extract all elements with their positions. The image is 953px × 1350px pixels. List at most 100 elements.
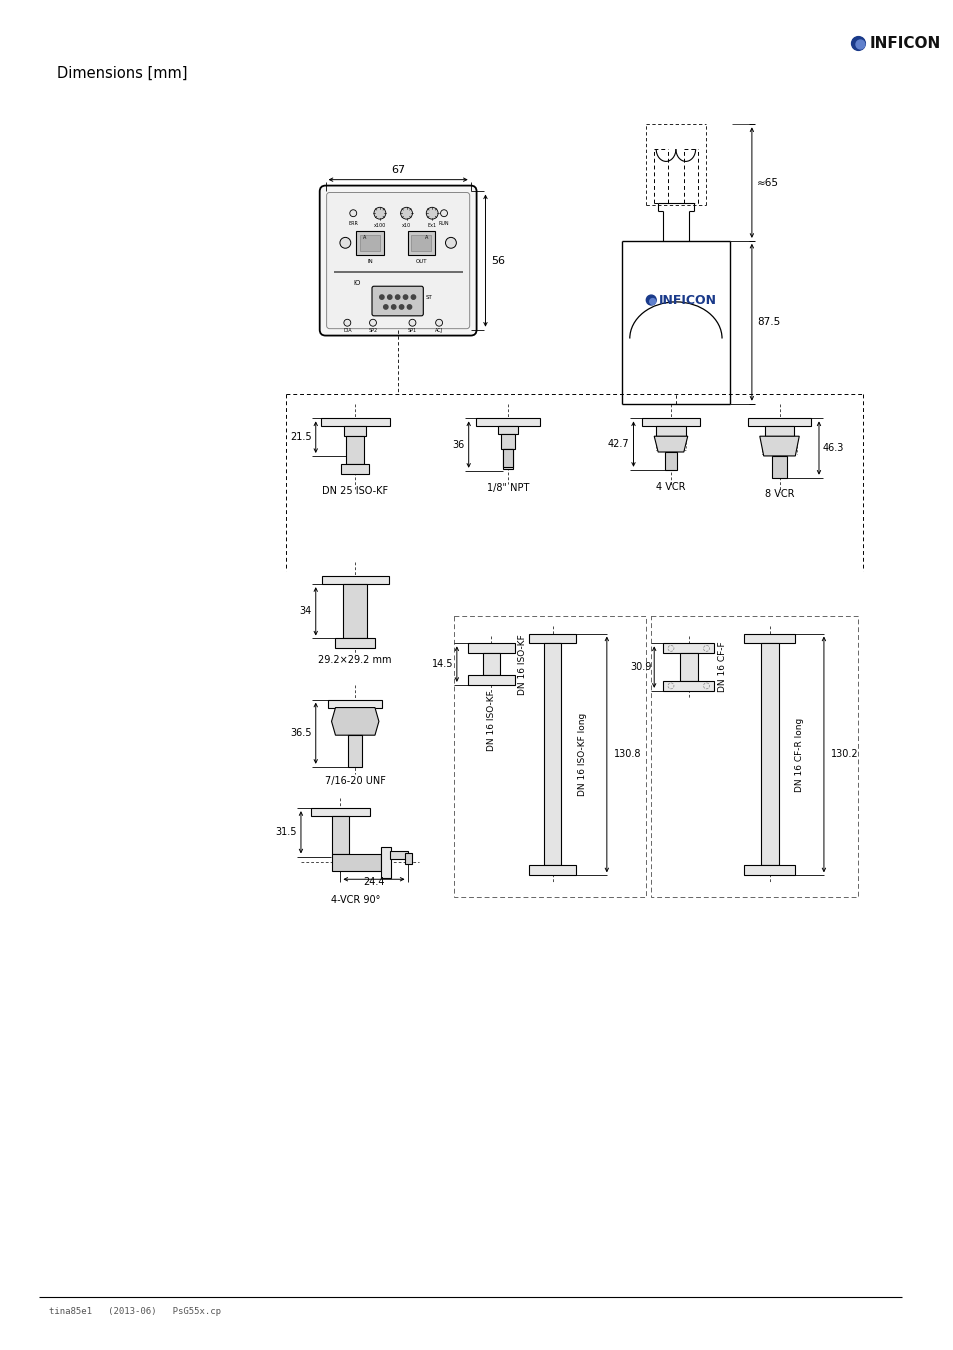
Circle shape <box>426 208 437 219</box>
Text: ACJ: ACJ <box>435 328 443 332</box>
Circle shape <box>403 294 407 300</box>
Bar <box>528 633 576 644</box>
Bar <box>502 450 513 467</box>
Bar <box>500 435 515 450</box>
FancyBboxPatch shape <box>319 185 476 336</box>
Text: 87.5: 87.5 <box>756 317 780 327</box>
Polygon shape <box>759 436 799 456</box>
Text: x10: x10 <box>401 223 411 228</box>
Text: 36: 36 <box>452 440 464 450</box>
Text: 14.5: 14.5 <box>432 659 454 670</box>
Bar <box>332 853 380 871</box>
Bar <box>321 576 389 585</box>
Circle shape <box>649 298 655 305</box>
Text: OUT: OUT <box>416 259 427 263</box>
Circle shape <box>445 238 456 248</box>
Text: 30.9: 30.9 <box>629 662 651 672</box>
Text: IN: IN <box>367 259 373 263</box>
Text: 67: 67 <box>391 165 405 174</box>
Text: A: A <box>424 235 428 240</box>
Circle shape <box>383 305 388 309</box>
Text: 4-VCR 90°: 4-VCR 90° <box>330 895 379 905</box>
Text: 8 VCR: 8 VCR <box>764 490 794 500</box>
Bar <box>543 644 561 865</box>
Text: ≈65: ≈65 <box>756 178 778 188</box>
Text: 46.3: 46.3 <box>822 443 843 454</box>
Circle shape <box>350 209 356 216</box>
Text: 31.5: 31.5 <box>275 828 296 837</box>
Circle shape <box>440 209 447 216</box>
Text: ST: ST <box>425 294 432 300</box>
Circle shape <box>400 208 412 219</box>
Circle shape <box>379 294 384 300</box>
Bar <box>355 231 383 255</box>
Text: 29.2×29.2 mm: 29.2×29.2 mm <box>318 655 392 666</box>
Text: DN 16 ISO-KF: DN 16 ISO-KF <box>517 633 527 694</box>
Text: A: A <box>363 235 366 240</box>
Text: 130.8: 130.8 <box>613 749 640 760</box>
FancyBboxPatch shape <box>372 286 423 316</box>
Bar <box>380 846 391 879</box>
Bar <box>743 633 795 644</box>
Bar <box>348 736 362 767</box>
Text: 36.5: 36.5 <box>290 728 312 738</box>
Bar <box>407 231 435 255</box>
Text: tina85e1   (2013-06)   PsG55x.cp: tina85e1 (2013-06) PsG55x.cp <box>50 1307 221 1316</box>
Circle shape <box>409 320 416 327</box>
Text: Ex1: Ex1 <box>427 223 436 228</box>
Bar <box>341 464 369 474</box>
Text: DN 16 CF-R long: DN 16 CF-R long <box>794 717 803 791</box>
Polygon shape <box>332 707 378 736</box>
Bar <box>641 418 699 427</box>
Bar <box>332 817 349 853</box>
Text: 7/16-20 UNF: 7/16-20 UNF <box>324 776 385 786</box>
Bar <box>320 418 390 427</box>
Circle shape <box>343 320 351 327</box>
Bar <box>335 639 375 648</box>
Bar <box>502 450 513 468</box>
Bar <box>651 616 858 896</box>
Circle shape <box>411 294 416 300</box>
Circle shape <box>339 238 351 248</box>
Text: SP2: SP2 <box>368 328 377 332</box>
Bar <box>411 235 431 251</box>
Text: 24.4: 24.4 <box>363 878 384 887</box>
Bar <box>467 675 515 684</box>
Circle shape <box>391 305 395 309</box>
Circle shape <box>399 305 403 309</box>
Text: 42.7: 42.7 <box>607 439 629 450</box>
Text: SP1: SP1 <box>408 328 416 332</box>
Text: 130.2: 130.2 <box>830 749 858 760</box>
Text: DN 25 ISO-KF: DN 25 ISO-KF <box>322 486 388 495</box>
Bar <box>344 427 366 436</box>
Circle shape <box>369 320 376 327</box>
Bar <box>482 653 499 675</box>
Circle shape <box>407 305 412 309</box>
Text: INFICON: INFICON <box>868 36 940 51</box>
Text: DN 16 ISO-KF long: DN 16 ISO-KF long <box>578 713 586 796</box>
Bar <box>760 644 778 865</box>
Bar <box>497 427 517 435</box>
Bar <box>662 680 714 691</box>
Text: IO: IO <box>353 281 360 286</box>
Bar <box>662 644 714 653</box>
Bar <box>346 436 364 464</box>
Bar <box>748 418 810 427</box>
Circle shape <box>387 294 392 300</box>
Bar <box>454 616 645 896</box>
Text: 4 VCR: 4 VCR <box>656 482 685 491</box>
Bar <box>311 809 370 817</box>
FancyBboxPatch shape <box>326 193 469 328</box>
Circle shape <box>436 320 442 327</box>
Text: DIA: DIA <box>343 328 352 332</box>
Text: RUN: RUN <box>438 221 449 225</box>
Polygon shape <box>654 436 687 452</box>
Bar <box>743 865 795 875</box>
Text: DN 16 ISO-KF: DN 16 ISO-KF <box>486 690 496 751</box>
Bar <box>771 456 786 478</box>
Circle shape <box>395 294 399 300</box>
Text: 34: 34 <box>299 606 312 616</box>
Text: DN 16 CF-F: DN 16 CF-F <box>717 641 726 693</box>
Bar <box>390 850 407 859</box>
Bar <box>476 418 539 427</box>
